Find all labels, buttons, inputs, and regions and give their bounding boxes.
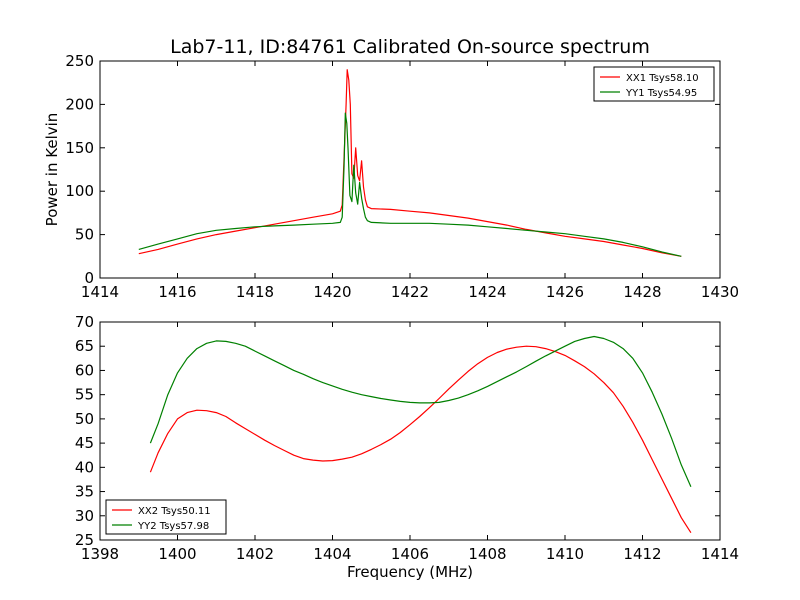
- y-tick-label: 200: [65, 95, 94, 113]
- y-tick-label: 60: [75, 361, 94, 379]
- y-tick-label: 35: [75, 483, 94, 501]
- x-tick-label: 1428: [623, 283, 661, 301]
- y-tick-label: 25: [75, 531, 94, 549]
- legend-entry: XX2 Tsys50.11: [138, 506, 211, 517]
- legend-box: [105, 499, 227, 535]
- x-tick-label: 1430: [701, 283, 739, 301]
- y-tick-label: 50: [75, 410, 94, 428]
- x-tick-label: 1416: [158, 283, 196, 301]
- x-tick-label: 1426: [546, 283, 584, 301]
- y-tick-label: 70: [75, 313, 94, 331]
- x-axis-label: Frequency (MHz): [347, 563, 473, 581]
- legend: XX1 Tsys58.10 YY1 Tsys54.95: [593, 66, 715, 102]
- x-tick-label: 1414: [81, 283, 119, 301]
- bottom-plot: 1398 1400 1402 1404 1406 1408 1410 1412 1414 25 30…: [75, 313, 739, 581]
- x-tick-label: 1404: [313, 545, 351, 563]
- legend-entry: XX1 Tsys58.10: [626, 73, 699, 84]
- y-tick-label: 65: [75, 337, 94, 355]
- x-tick-label: 1412: [623, 545, 661, 563]
- series-line-2: [149, 335, 692, 487]
- y-axis-label: Power in Kelvin: [43, 113, 61, 227]
- x-tick-label: 1406: [391, 545, 429, 563]
- y-tick-label: 100: [65, 182, 94, 200]
- x-tick-label: 1402: [236, 545, 274, 563]
- x-tick-label: 1410: [546, 545, 584, 563]
- legend-entry: YY2 Tsys57.98: [137, 521, 209, 532]
- x-tick-label: 1408: [468, 545, 506, 563]
- y-tick-label: 50: [75, 226, 94, 244]
- x-tick-label: 1400: [158, 545, 196, 563]
- legend: XX2 Tsys50.11 YY2 Tsys57.98: [105, 499, 227, 535]
- y-tick-label: 40: [75, 458, 94, 476]
- legend-entry: YY1 Tsys54.95: [625, 88, 697, 99]
- y-tick-label: 45: [75, 434, 94, 452]
- y-tick-label: 30: [75, 507, 94, 525]
- x-tick-label: 1420: [313, 283, 351, 301]
- x-tick-label: 1418: [236, 283, 274, 301]
- figure-title: Lab7-11, ID:84761 Calibrated On-source s…: [170, 36, 650, 58]
- x-tick-label: 1424: [468, 283, 506, 301]
- series-line-1: [149, 345, 692, 534]
- x-tick-label: 1414: [701, 545, 739, 563]
- y-tick-label: 55: [75, 386, 94, 404]
- top-plot: 1414 1416 1418 1420 1422 1424 1426 1428 1430 0 50 1…: [43, 52, 739, 301]
- x-tick-label: 1398: [81, 545, 119, 563]
- x-tick-label: 1422: [391, 283, 429, 301]
- legend-box: [593, 66, 715, 102]
- y-tick-label: 150: [65, 139, 94, 157]
- y-tick-label: 250: [65, 52, 94, 70]
- y-tick-label: 0: [84, 269, 94, 287]
- series-line-2: [138, 112, 682, 257]
